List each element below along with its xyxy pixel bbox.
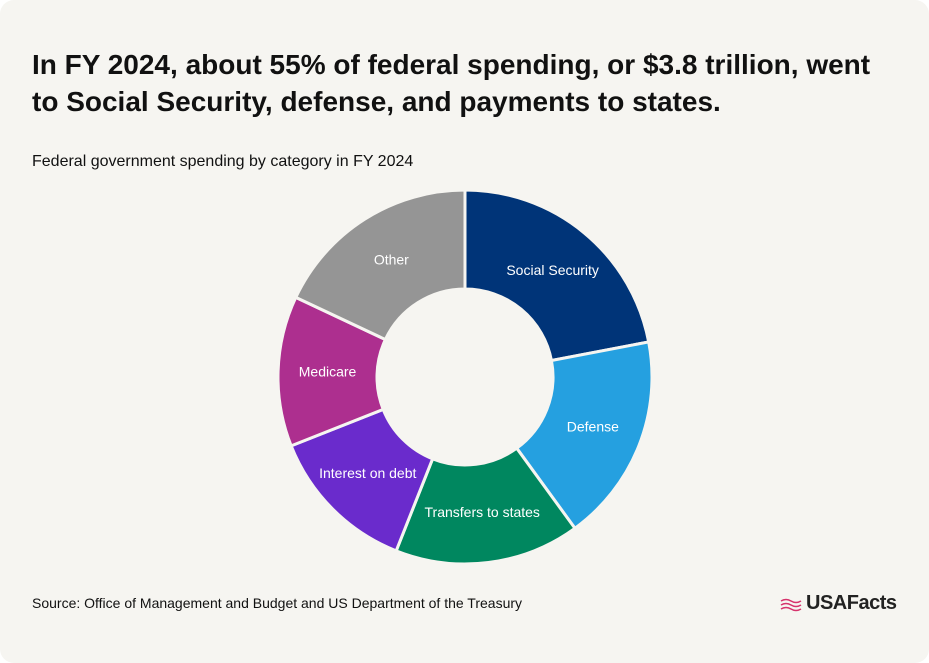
segment-label: Interest on debt <box>319 465 416 481</box>
donut-segment <box>463 188 651 363</box>
chart-title: In FY 2024, about 55% of federal spendin… <box>32 49 871 117</box>
donut-segment <box>394 446 578 566</box>
chart-subtitle: Federal government spending by category … <box>32 153 414 170</box>
logo-icon <box>780 598 802 612</box>
brand: USAFacts <box>780 592 897 615</box>
segment-label: Other <box>374 252 409 268</box>
segment-label: Medicare <box>299 363 357 379</box>
donut-segment <box>514 340 654 531</box>
segment-label: Social Security <box>506 262 599 278</box>
segment-label: Transfers to states <box>425 504 540 520</box>
segment-label: Defense <box>567 418 619 434</box>
donut-segment <box>293 188 467 342</box>
source: Source: Office of Management and Budget … <box>32 595 523 611</box>
brand-name: USAFacts <box>806 592 897 614</box>
